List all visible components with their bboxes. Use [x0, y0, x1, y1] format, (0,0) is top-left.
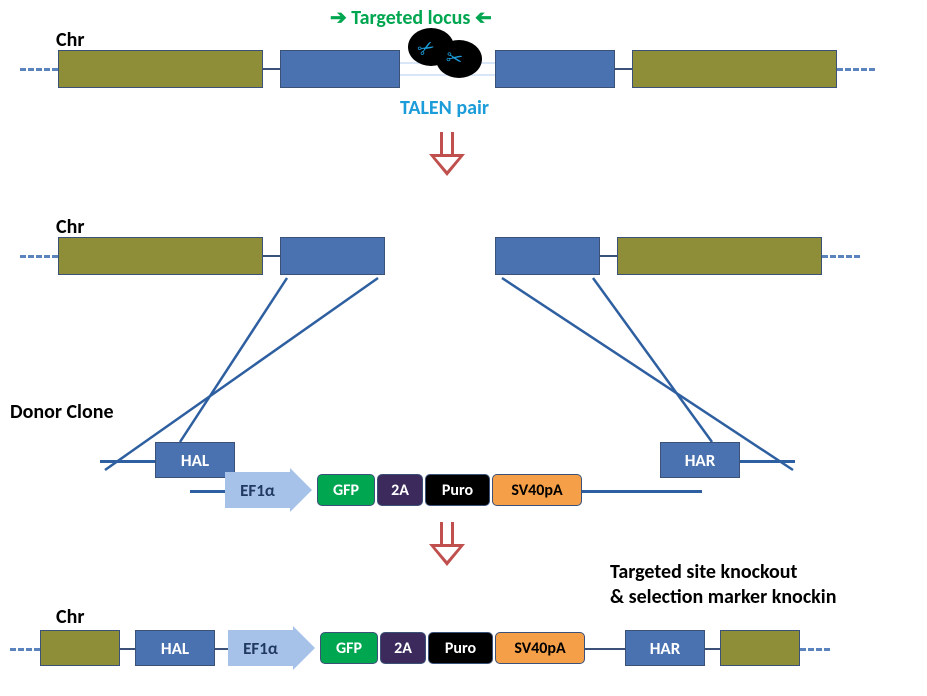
gfp-box-donor: GFP: [317, 474, 375, 506]
2a-box-final: 2A: [380, 632, 426, 664]
process-arrow-2: [430, 522, 464, 572]
chr-label-3: Chr: [56, 605, 84, 629]
exon-olive-4b: [720, 630, 800, 666]
2a-box-donor: 2A: [377, 474, 423, 506]
target-blue-1a: [280, 50, 400, 88]
dash-right-4: [800, 648, 830, 651]
target-blue-2b: [495, 237, 600, 275]
gfp-box-final: GFP: [320, 632, 378, 664]
exon-olive-2b: [617, 237, 822, 275]
ef1a-promoter-donor: EF1α: [225, 472, 312, 508]
donor-line-left: [100, 460, 155, 463]
chr-label-1: Chr: [56, 28, 84, 52]
connector-2a: [263, 255, 280, 257]
donor-label: Donor Clone: [10, 400, 114, 424]
exon-olive-1b: [632, 50, 837, 88]
connector-4a: [120, 648, 135, 650]
puro-box-donor: Puro: [425, 474, 490, 506]
arrow-right-icon: ➔: [330, 6, 347, 30]
donor-conn-1: [190, 490, 228, 493]
dash-right-2: [822, 255, 860, 258]
hal-box-donor: HAL: [155, 442, 235, 478]
connector-4b: [215, 648, 229, 650]
connector-1b: [615, 68, 632, 70]
puro-box-final: Puro: [428, 632, 493, 664]
har-box-donor: HAR: [660, 442, 740, 478]
dash-left-1: [20, 68, 58, 71]
result-label: Targeted site knockout & selection marke…: [610, 560, 836, 610]
connector-4c: [585, 648, 625, 650]
connector-2b: [600, 255, 617, 257]
targeted-locus-label: ➔ Targeted locus ➔: [330, 5, 492, 30]
exon-olive-1a: [58, 50, 263, 88]
process-arrow-1: [430, 132, 464, 182]
dash-right-1: [837, 68, 875, 71]
sv40-box-donor: SV40pA: [492, 474, 582, 506]
connector-1a: [263, 68, 280, 70]
talen-blob: ✂ ✂: [408, 28, 488, 78]
hal-box-final: HAL: [135, 630, 215, 666]
dash-left-4: [10, 648, 40, 651]
arrow-left-icon: ➔: [475, 5, 492, 30]
sv40-box-final: SV40pA: [495, 632, 585, 664]
har-box-final: HAR: [625, 630, 705, 666]
donor-conn-2: [582, 490, 702, 493]
chr-label-2: Chr: [56, 215, 84, 239]
connector-4d: [705, 648, 720, 650]
ef1a-promoter-final: EF1α: [228, 630, 315, 666]
talen-label: TALEN pair: [400, 96, 489, 120]
exon-olive-2a: [58, 237, 263, 275]
donor-line-right: [740, 460, 795, 463]
dash-left-2: [20, 255, 58, 258]
target-blue-1b: [495, 50, 615, 88]
exon-olive-4a: [40, 630, 120, 666]
target-blue-2a: [280, 237, 385, 275]
